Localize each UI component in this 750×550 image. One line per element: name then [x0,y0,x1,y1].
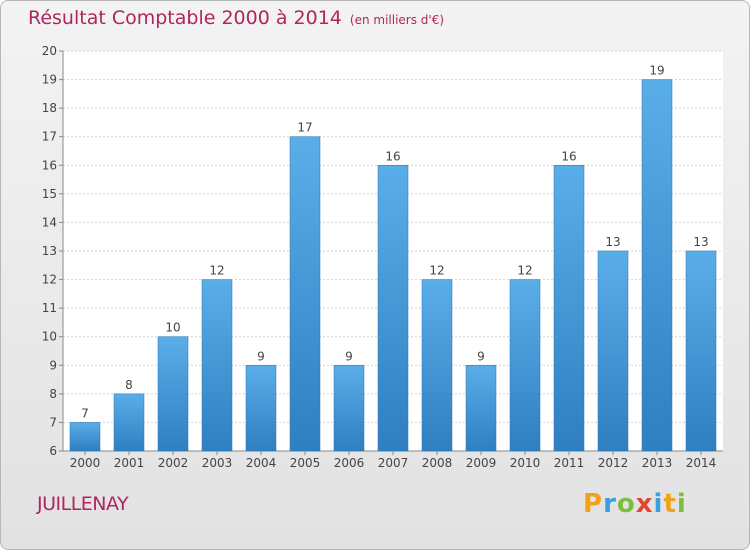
logo-letter: t [663,489,677,519]
logo-letter: o [616,489,636,519]
bar-value-label: 10 [165,321,180,335]
y-tick-label: 19 [42,73,57,87]
bar [597,250,629,452]
bar [289,136,321,452]
bar-value-label: 9 [477,349,485,363]
y-tick-label: 7 [49,415,57,429]
bar-value-label: 9 [345,349,353,363]
y-tick-label: 15 [42,187,57,201]
logo-letter: P [583,489,604,519]
place-name: JUILLENAY [37,493,129,515]
logo-letter: x [635,489,654,519]
y-tick-label: 20 [42,44,57,58]
bar-value-label: 7 [81,406,89,420]
bar-value-label: 12 [517,264,532,278]
x-tick-label: 2005 [290,456,321,470]
bar [245,365,277,452]
bar-value-label: 16 [561,149,576,163]
bar [421,279,453,452]
title-text: Résultat Comptable 2000 à 2014 [28,7,342,29]
bar [333,365,365,452]
bar-value-label: 17 [297,121,312,135]
y-tick-label: 17 [42,130,57,144]
bar [157,336,189,452]
bar-value-label: 12 [209,264,224,278]
x-tick-label: 2000 [70,456,101,470]
y-tick-label: 11 [42,301,57,315]
x-tick-label: 2008 [422,456,453,470]
bar [113,393,145,452]
y-tick-label: 6 [49,444,57,458]
x-tick-label: 2006 [334,456,365,470]
x-tick-label: 2002 [158,456,189,470]
bar [553,165,585,452]
y-tick-label: 13 [42,244,57,258]
logo-letter: i [676,489,687,519]
x-tick-label: 2013 [642,456,673,470]
y-tick-label: 14 [42,215,57,229]
x-tick-label: 2009 [466,456,497,470]
bar [685,250,717,452]
bar [641,79,673,452]
y-tick-label: 18 [42,101,57,115]
bar-value-label: 9 [257,349,265,363]
logo-letter: r [603,489,617,519]
x-tick-label: 2007 [378,456,409,470]
x-tick-label: 2004 [246,456,277,470]
bar [465,365,497,452]
logo-letter: i [653,489,664,519]
title-unit: (en milliers d'€) [349,13,445,27]
bar-value-label: 12 [429,264,444,278]
bar-value-label: 13 [693,235,708,249]
bar [377,165,409,452]
y-tick-label: 8 [49,387,57,401]
bar-value-label: 19 [649,64,664,78]
x-tick-label: 2012 [598,456,629,470]
chart-title: Résultat Comptable 2000 à 2014 (en millie… [28,7,444,29]
bar [69,422,101,452]
proxiti-logo: Proxiti [583,489,687,519]
x-tick-label: 2001 [114,456,145,470]
x-tick-label: 2014 [686,456,717,470]
y-tick-label: 16 [42,158,57,172]
x-tick-label: 2003 [202,456,233,470]
x-tick-label: 2011 [554,456,585,470]
bar-value-label: 16 [385,149,400,163]
bar-value-label: 13 [605,235,620,249]
y-tick-label: 10 [42,330,57,344]
bar-value-label: 8 [125,378,133,392]
y-tick-label: 12 [42,273,57,287]
bar [201,279,233,452]
bar [509,279,541,452]
y-tick-label: 9 [49,358,57,372]
x-tick-label: 2010 [510,456,541,470]
